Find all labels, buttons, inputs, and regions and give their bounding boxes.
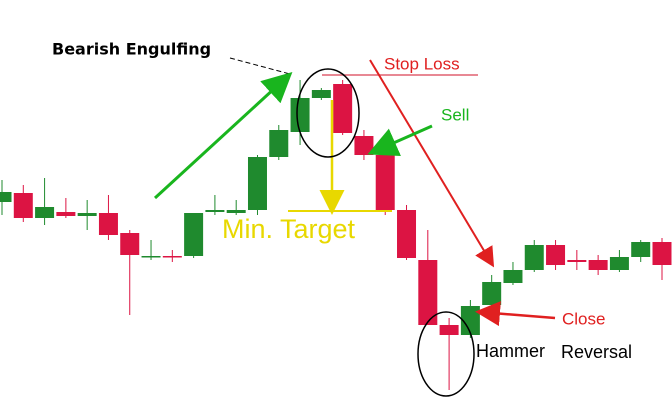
candle-body	[35, 207, 55, 218]
sell-arrow	[367, 124, 433, 157]
candle-body	[98, 213, 118, 235]
candle-body	[482, 282, 502, 305]
candle-body	[375, 155, 395, 210]
candle-body	[524, 245, 544, 270]
close-label: Close	[562, 309, 605, 328]
candle-body	[652, 242, 672, 265]
candle-body	[226, 210, 246, 213]
min-target-label: Min. Target	[222, 214, 356, 244]
pointer-line	[229, 57, 291, 75]
candle-body	[205, 210, 225, 212]
candle-body	[439, 325, 459, 335]
candle-body	[631, 242, 651, 257]
candle-body	[247, 157, 267, 210]
candle-body	[546, 245, 566, 265]
reversal-label: Reversal	[561, 342, 632, 362]
candle-body	[503, 270, 523, 283]
engulfing-circle	[296, 68, 360, 158]
sell-label: Sell	[441, 105, 469, 124]
candle-body	[290, 98, 310, 132]
candle-body	[13, 193, 33, 218]
candle-body	[567, 260, 587, 262]
trend-arrow	[153, 71, 293, 200]
annotations-layer: Bearish Engulfing Stop Loss Sell Min. Ta…	[52, 40, 632, 397]
candle-body	[120, 233, 140, 255]
candle-body	[311, 90, 331, 98]
candle-body	[162, 256, 182, 258]
candle-body	[56, 212, 76, 216]
candle-body	[588, 260, 608, 270]
candle-body	[609, 257, 629, 270]
stop-loss-label: Stop Loss	[384, 54, 460, 73]
candle-body	[141, 256, 161, 258]
candle-body	[333, 84, 353, 133]
candle-body	[354, 136, 374, 155]
hammer-label: Hammer	[476, 341, 545, 361]
candles	[0, 80, 672, 390]
candle-body	[0, 192, 12, 202]
candle-body	[184, 213, 204, 256]
candle-body	[269, 130, 289, 157]
candle-body	[397, 210, 417, 258]
candle-body	[77, 213, 97, 216]
candle-body	[418, 260, 438, 325]
hammer-circle	[417, 311, 475, 397]
close-arrow	[475, 301, 556, 327]
down-arrow	[369, 59, 495, 268]
bearish-engulfing-label: Bearish Engulfing	[52, 40, 211, 59]
